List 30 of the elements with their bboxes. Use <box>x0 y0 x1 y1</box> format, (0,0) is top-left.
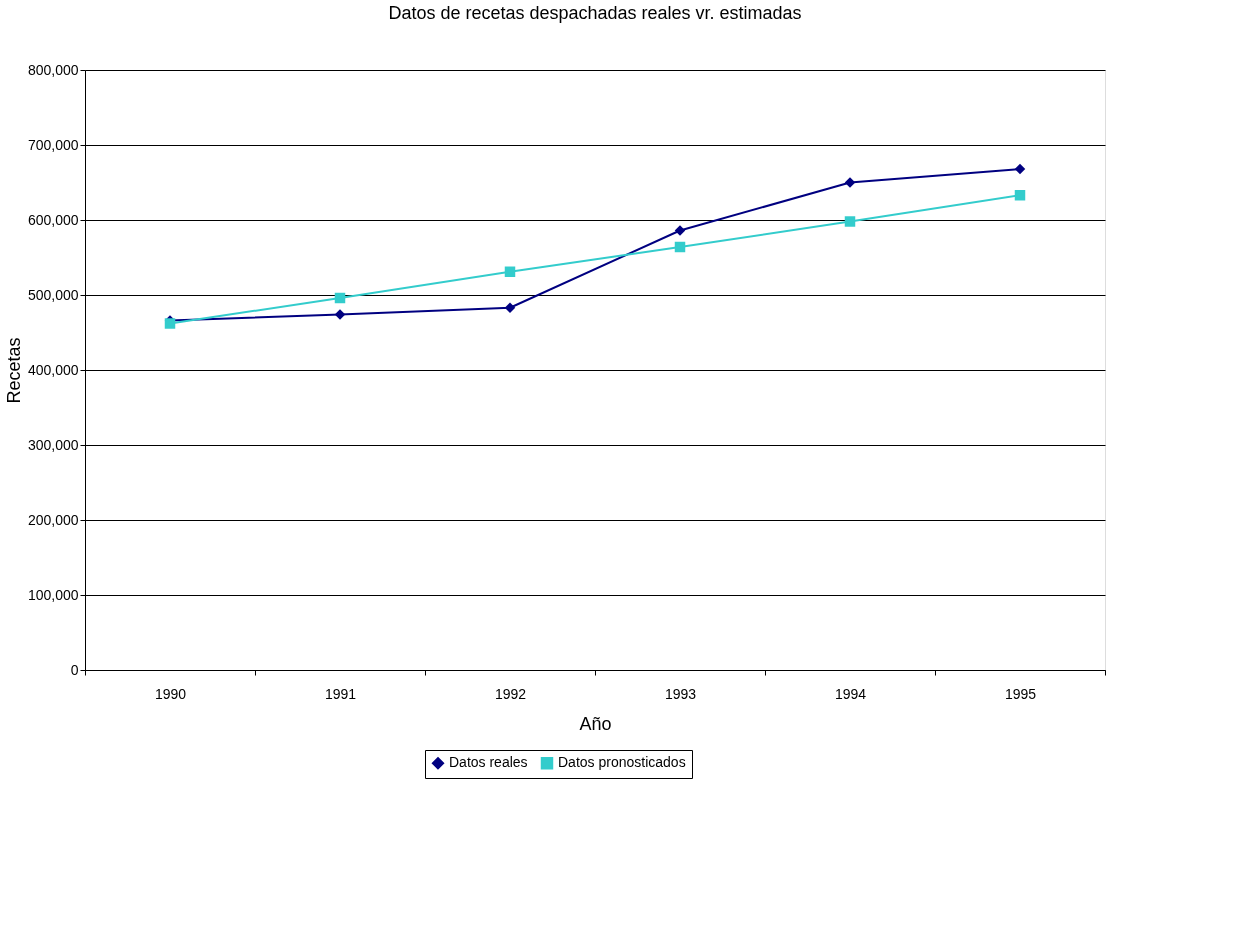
chart-title: Datos de recetas despachadas reales vr. estimadas <box>388 3 802 23</box>
x-tick-label: 1991 <box>324 685 357 702</box>
x-tick-label: 1995 <box>1004 685 1037 702</box>
point <box>844 177 856 188</box>
point <box>1014 163 1026 175</box>
y-tick-label: 700,000 <box>27 136 79 153</box>
y-tick-label: 0 <box>70 661 79 678</box>
y-tick-label: 800,000 <box>27 61 79 78</box>
point <box>1014 190 1026 201</box>
point <box>674 241 686 253</box>
x-axis-title: Año <box>579 713 612 734</box>
y-tick-label: 600,000 <box>27 211 79 228</box>
x-tick-label: 1994 <box>834 685 867 702</box>
point <box>844 216 856 227</box>
x-tick-label: 1992 <box>494 685 527 702</box>
y-tick-label: 100,000 <box>27 586 79 603</box>
legend-label: Datos reales <box>449 754 528 771</box>
point <box>334 292 346 304</box>
x-tick-label: 1990 <box>154 685 187 702</box>
y-axis-title: Recetas <box>3 337 24 404</box>
y-tick-label: 300,000 <box>27 436 79 453</box>
point <box>334 309 346 320</box>
y-tick-label: 400,000 <box>27 361 79 378</box>
y-tick-label: 500,000 <box>27 286 79 303</box>
point <box>504 302 516 313</box>
point <box>504 266 516 277</box>
y-tick-label: 200,000 <box>27 511 79 528</box>
legend-label: Datos pronosticados <box>558 754 686 771</box>
x-tick-label: 1993 <box>664 685 697 702</box>
point <box>674 225 686 236</box>
